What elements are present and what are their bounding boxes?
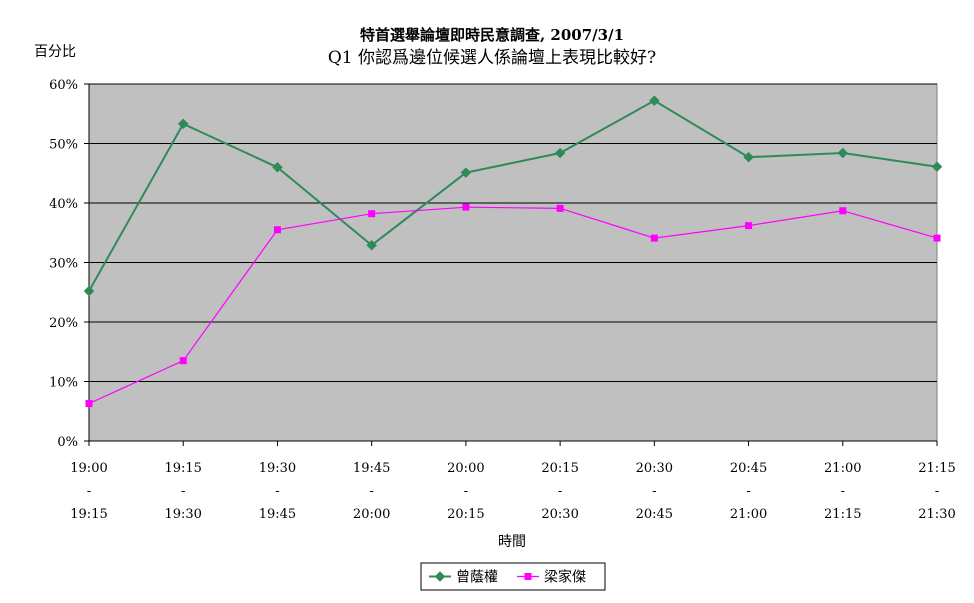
x-axis-label: 時間 bbox=[498, 534, 526, 550]
x-tick-label-sep: - bbox=[935, 484, 939, 499]
x-tick-label-start: 20:15 bbox=[541, 461, 578, 476]
data-point bbox=[931, 161, 943, 173]
x-tick-label-end: 20:45 bbox=[636, 507, 673, 522]
series-line bbox=[88, 99, 938, 292]
x-tick-label-start: 19:15 bbox=[164, 461, 201, 476]
chart-title: 特首選舉論壇即時民意調查, 2007/3/1 bbox=[360, 26, 624, 44]
x-tick-label-end: 20:00 bbox=[353, 507, 390, 522]
data-point bbox=[179, 357, 187, 365]
x-tick-label-end: 21:15 bbox=[824, 507, 861, 522]
x-tick-label-sep: - bbox=[87, 484, 91, 499]
data-point bbox=[650, 234, 658, 242]
y-tick-label: 20% bbox=[49, 316, 78, 331]
y-tick-label: 10% bbox=[49, 376, 78, 391]
y-tick-label: 30% bbox=[49, 257, 78, 272]
x-tick-label-sep: - bbox=[746, 484, 750, 499]
x-tick-label-end: 20:30 bbox=[541, 507, 578, 522]
series-line bbox=[88, 206, 938, 405]
data-point bbox=[177, 118, 189, 130]
data-point bbox=[933, 234, 941, 242]
data-point bbox=[272, 161, 283, 173]
data-point bbox=[745, 222, 753, 230]
legend-box bbox=[420, 562, 606, 591]
x-tick-label-start: 20:30 bbox=[636, 461, 673, 476]
data-point bbox=[648, 95, 660, 107]
x-tick-label-sep: - bbox=[464, 484, 468, 499]
x-tick-label-sep: - bbox=[369, 484, 373, 499]
y-tick-label: 40% bbox=[49, 197, 78, 212]
x-tick-label-sep: - bbox=[841, 484, 845, 499]
x-tick-label-sep: - bbox=[558, 484, 562, 499]
data-point bbox=[743, 151, 754, 163]
x-tick-label-start: 20:00 bbox=[447, 461, 484, 476]
x-tick-label-sep: - bbox=[181, 484, 185, 499]
x-tick-label-sep: - bbox=[275, 484, 279, 499]
x-tick-label-end: 20:15 bbox=[447, 507, 484, 522]
data-point bbox=[368, 210, 376, 218]
y-tick-label: 50% bbox=[49, 138, 78, 153]
x-tick-label-end: 19:15 bbox=[70, 507, 107, 522]
data-point bbox=[837, 147, 849, 159]
y-axis-label: 百分比 bbox=[34, 44, 76, 60]
x-tick-label-start: 20:45 bbox=[730, 461, 767, 476]
data-point bbox=[83, 285, 95, 297]
data-point bbox=[554, 147, 566, 159]
data-point bbox=[556, 204, 564, 212]
x-tick-label-end: 21:00 bbox=[730, 507, 767, 522]
x-tick-label-start: 19:00 bbox=[70, 461, 107, 476]
data-point bbox=[85, 400, 93, 408]
data-point bbox=[839, 207, 847, 215]
data-point bbox=[366, 239, 378, 251]
x-tick-label-end: 19:45 bbox=[259, 507, 296, 522]
legend-marker bbox=[434, 571, 446, 582]
legend-marker bbox=[524, 573, 532, 580]
x-tick-label-end: 21:30 bbox=[918, 507, 955, 522]
x-tick-label-start: 21:00 bbox=[824, 461, 861, 476]
data-point bbox=[462, 203, 470, 211]
legend-label: 梁家傑 bbox=[544, 569, 586, 586]
x-tick-label-start: 19:30 bbox=[259, 461, 296, 476]
legend-label: 曾蔭權 bbox=[456, 570, 498, 586]
chart-subtitle: Q1 你認爲邊位候選人係論壇上表現比較好? bbox=[328, 48, 656, 68]
x-tick-label-start: 21:15 bbox=[918, 461, 955, 476]
data-point bbox=[273, 226, 281, 234]
data-point bbox=[460, 167, 472, 179]
x-tick-label-start: 19:45 bbox=[353, 461, 390, 476]
x-tick-label-sep: - bbox=[652, 484, 656, 499]
x-tick-label-end: 19:30 bbox=[164, 507, 201, 522]
y-tick-label: 0% bbox=[57, 435, 78, 450]
y-tick-label: 60% bbox=[49, 78, 78, 93]
